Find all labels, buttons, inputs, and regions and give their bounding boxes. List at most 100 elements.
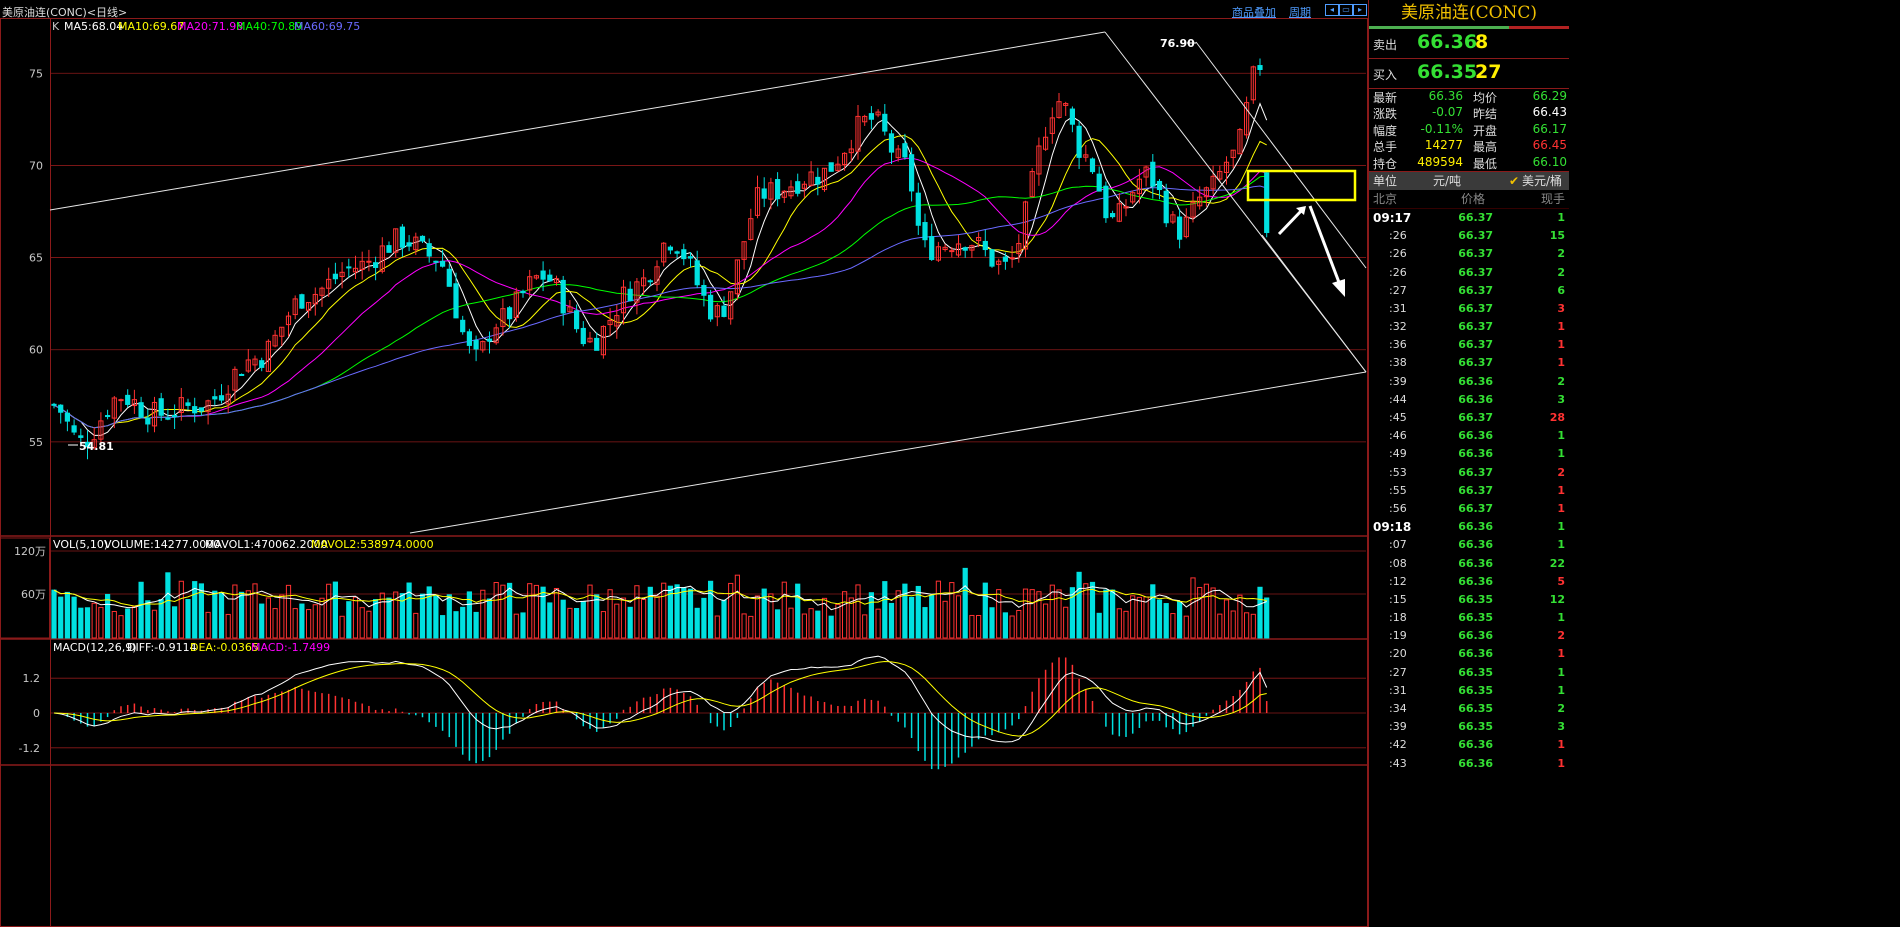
candle-body [1244, 102, 1250, 136]
volume-bar [553, 587, 560, 639]
tick-volume: 6 [1557, 283, 1565, 297]
tick-volume: 1 [1557, 756, 1565, 770]
arrow-down-icon [1308, 205, 1342, 286]
candle-body [165, 417, 171, 420]
volume-bar [681, 587, 687, 639]
candle-body [1096, 173, 1102, 192]
candle-body [882, 113, 888, 132]
volume-bar [835, 603, 841, 639]
volume-bar [426, 586, 432, 639]
volume-bar [1036, 591, 1042, 639]
volume-bar [614, 603, 620, 639]
candle-body [574, 310, 580, 330]
volume-bar [332, 581, 338, 639]
y-tick-label: 65 [29, 252, 43, 265]
ask-row[interactable]: 卖出 66.36 8 [1369, 29, 1569, 59]
candle-body [1156, 180, 1163, 191]
candle-body [185, 402, 191, 406]
stat-label: 最低 [1473, 156, 1498, 171]
volume-bar [687, 588, 694, 639]
candle-body [674, 251, 680, 254]
volume-bar [419, 593, 426, 639]
candle-body [1043, 136, 1049, 150]
volume-bar [245, 590, 251, 639]
macd-dea-line [53, 660, 1267, 737]
candle-body [962, 247, 968, 251]
candle-body [1163, 190, 1169, 224]
candle-body [1237, 129, 1243, 155]
candle-body [1230, 149, 1236, 158]
volume-bar [862, 614, 868, 639]
tick-time: :43 [1389, 756, 1407, 770]
volume-bar [982, 582, 988, 639]
candle-body [326, 278, 332, 289]
candle-body [969, 245, 975, 251]
candle-body [868, 113, 874, 120]
tick-volume: 1 [1557, 738, 1565, 752]
candle-body [1116, 203, 1122, 222]
volume-bar [821, 597, 828, 639]
volume-bar [1110, 589, 1116, 639]
kline-chart-area[interactable]: 55 60 65 70 75 1.2 0 -1.2 120万 60万 76.90 54.81 K MA5:… [0, 0, 1368, 927]
candle-body [1009, 257, 1015, 260]
candle-body [433, 260, 439, 263]
volume-bar [1143, 596, 1149, 639]
tick-row: :26 66.37 2 [1369, 245, 1569, 263]
downtrend-line-lower [1261, 234, 1367, 373]
volume-bar [466, 591, 472, 639]
window-prev-icon[interactable]: ◂ [1325, 4, 1339, 16]
volume-bar [1183, 615, 1189, 639]
candle-body [58, 404, 64, 413]
volume-bar [600, 611, 606, 639]
macd-legend-diff: DIFF:-0.9114 [127, 641, 197, 654]
candle-body [741, 241, 747, 260]
volume-bar [84, 607, 91, 639]
volume-bar [741, 613, 747, 639]
volume-bar [935, 580, 941, 639]
volume-bar [1257, 586, 1263, 639]
candle-body [641, 277, 647, 287]
unit-cny-option[interactable]: 元/吨 [1433, 173, 1462, 188]
volume-bar [949, 582, 955, 639]
tick-row: :53 66.37 2 [1369, 464, 1569, 482]
legend-ma40: MA40:70.89 [236, 20, 302, 33]
stat-label: 持仓 [1373, 156, 1398, 171]
ma5-line [53, 102, 1268, 436]
tick-row: :12 66.36 5 [1369, 573, 1569, 591]
tick-volume: 1 [1557, 611, 1565, 625]
tick-price: 66.37 [1458, 483, 1493, 497]
candle-body [366, 260, 372, 263]
window-restore-icon[interactable]: ▭ [1339, 4, 1353, 16]
chart-canvas[interactable]: 55 60 65 70 75 1.2 0 -1.2 120万 60万 76.90 54.81 K MA5:… [0, 0, 1368, 927]
stat-value: 66.29 [1532, 89, 1567, 103]
volume-bar [145, 600, 151, 639]
volume-bar [346, 601, 352, 639]
tick-time: :12 [1389, 574, 1407, 588]
volume-bar [654, 595, 660, 639]
volume-bar [996, 589, 1002, 639]
bid-row[interactable]: 买入 66.35 27 [1369, 59, 1569, 89]
volume-bar [352, 596, 359, 639]
volume-bar [172, 606, 178, 639]
candle-body [520, 290, 526, 294]
overlay-link[interactable]: 商品叠加 [1232, 6, 1276, 19]
tick-time: :53 [1389, 465, 1407, 479]
volume-bar [446, 594, 452, 639]
volume-bar [192, 581, 198, 639]
period-link[interactable]: 周期 [1289, 6, 1311, 19]
volume-bar [634, 585, 640, 639]
tick-time: :56 [1389, 501, 1407, 515]
tick-price: 66.35 [1458, 702, 1493, 716]
unit-usd-option[interactable]: 美元/桶 [1522, 173, 1563, 188]
tick-price: 66.37 [1458, 301, 1493, 315]
tick-list[interactable]: 09:17 66.37 1:26 66.37 15:26 66.37 2:26 66.37 2:… [1369, 209, 1900, 773]
candle-body [252, 358, 258, 366]
window-next-icon[interactable]: ▸ [1353, 4, 1367, 16]
candle-body [1002, 256, 1008, 262]
candle-body [567, 306, 573, 313]
candle-body [1203, 187, 1210, 198]
bid-price: 66.35 [1417, 61, 1478, 83]
tick-row: :15 66.35 12 [1369, 591, 1569, 609]
volume-bar [527, 583, 533, 639]
candle-body [620, 286, 627, 314]
